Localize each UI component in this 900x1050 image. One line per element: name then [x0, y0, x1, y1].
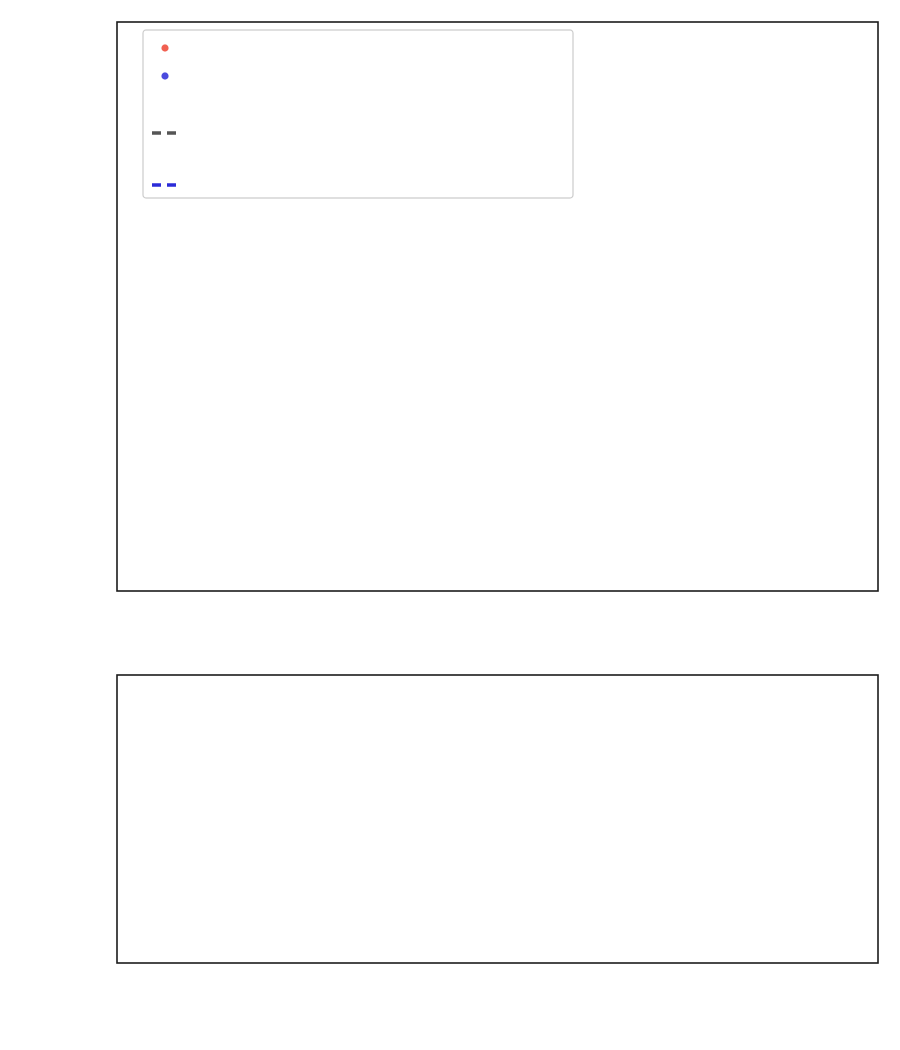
- bottom-panel-frame: [116, 674, 879, 964]
- top-panel-legend[interactable]: [142, 29, 574, 199]
- top-panel-frame: [116, 21, 879, 592]
- legend-marker-corrected-icon: [161, 72, 169, 80]
- legend-box: [142, 29, 574, 199]
- bottom-panel-residuals-plot: [116, 674, 879, 964]
- legend-marker-raw-icon: [161, 44, 169, 52]
- top-panel-magnitude-plot: [116, 21, 879, 592]
